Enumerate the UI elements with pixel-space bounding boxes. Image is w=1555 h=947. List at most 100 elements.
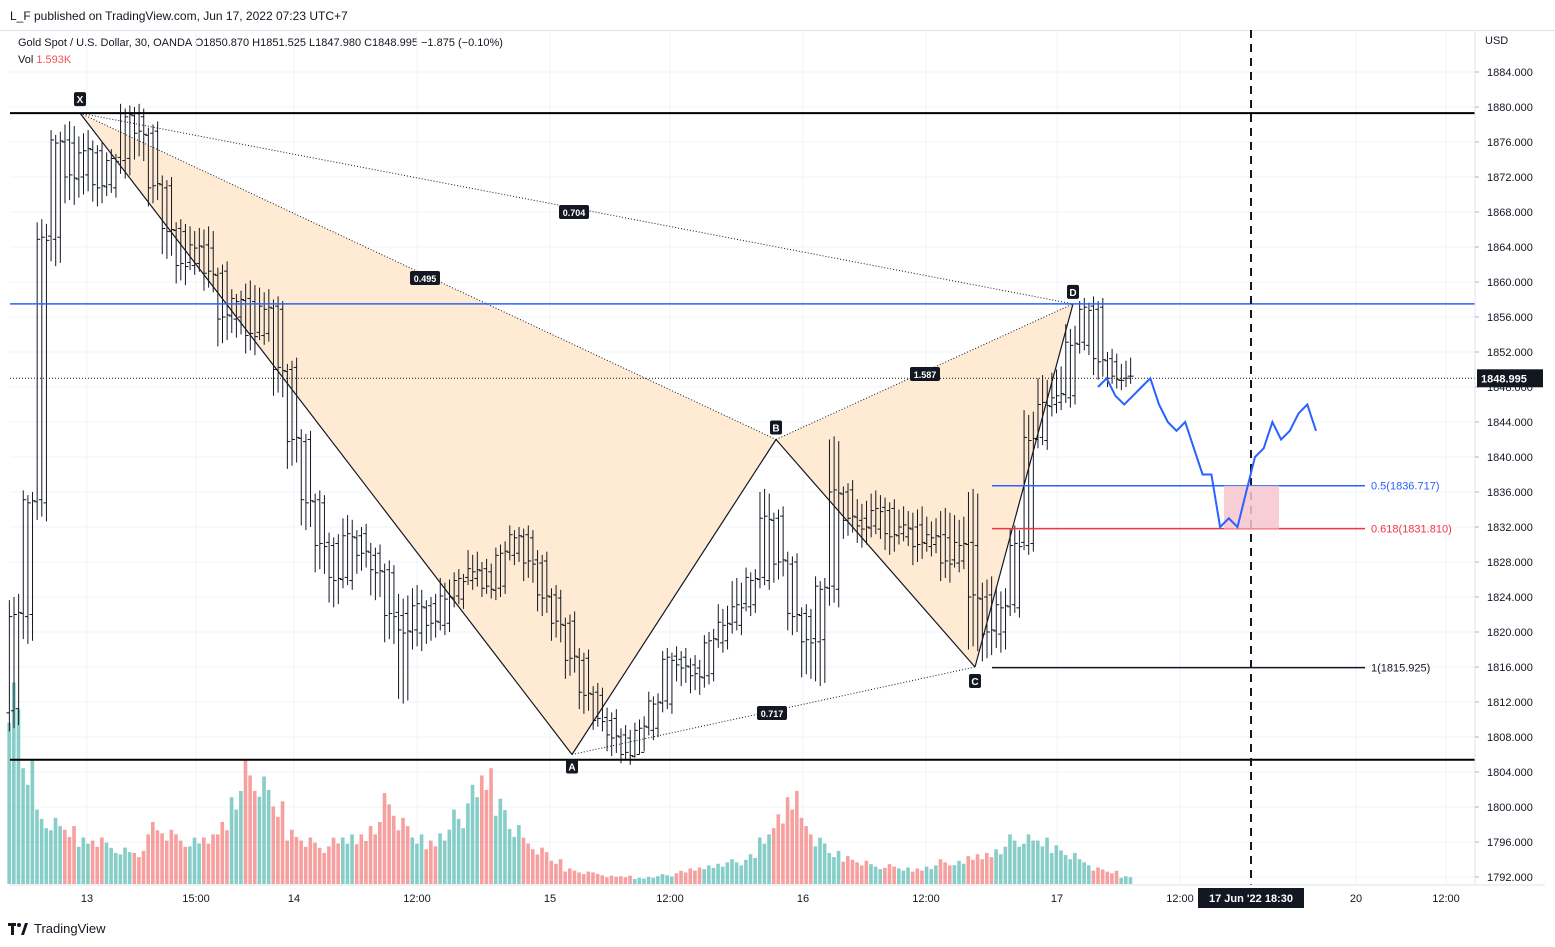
volume-bar [832,857,836,884]
volume-bar [391,815,396,884]
volume-bar [971,859,975,884]
volume-bar [906,867,910,884]
point-label: X [77,95,84,106]
volume-bar [146,834,150,884]
volume-bar [785,797,790,884]
volume-bar [1003,846,1008,884]
ratio-label: 0.704 [563,208,586,218]
volume-bar [308,837,313,884]
volume-bar [276,816,280,884]
volume-bar [771,828,776,884]
volume-label: Vol [18,54,34,66]
volume-bar [35,809,39,884]
volume-bar [285,840,289,884]
point-label: C [971,677,978,688]
y-tick-label: 1860.000 [1487,277,1533,289]
point-label: A [568,763,575,774]
volume-bar [21,768,25,884]
volume-bar [507,829,512,884]
volume-bar [938,859,943,884]
volume-bar [25,784,30,884]
volume-bar [725,862,730,884]
volume-bar [12,682,16,884]
volume-bar [864,860,869,884]
y-tick-label: 1812.000 [1487,697,1533,709]
ratio-badge [559,205,589,219]
volume-bar [934,865,938,884]
volume-bar [595,873,600,884]
volume-bar [530,849,535,884]
volume-bar [850,859,855,884]
volume-bar [660,874,665,884]
volume-bar [104,842,109,884]
volume-bar [53,817,58,884]
volume-bar [966,856,971,884]
volume-bar [702,869,706,884]
volume-bar [368,826,373,884]
volume-bar [336,843,340,884]
volume-value: 1.593K [36,54,72,66]
volume-bar [558,859,563,884]
volume-bar [280,801,285,884]
volume-bar [757,837,762,884]
volume-bar [734,862,739,884]
y-tick-label: 1800.000 [1487,802,1533,814]
pattern-leg [571,439,777,755]
volume-bar [155,830,160,884]
volume-bar [67,836,72,884]
y-tick-label: 1880.000 [1487,102,1533,114]
volume-bar [739,865,744,884]
volume-bar [132,852,137,884]
volume-bar [405,826,410,884]
volume-bar [1128,877,1133,884]
volume-bar [438,833,442,884]
volume-bar [58,826,62,884]
fib-levels[interactable]: 0.5(1836.717) 0.618(1831.810) 1(1815.925) [992,481,1452,675]
volume-bar [109,847,113,884]
x-tick-label: 17 [1051,893,1063,905]
volume-bar [683,872,688,884]
volume-bar [878,869,883,884]
volume-bar [776,814,781,884]
y-tick-label: 1872.000 [1487,172,1533,184]
volume-bar [915,868,920,884]
x-tick-label: 12:00 [403,893,431,905]
volume-bar [470,784,475,884]
volume-bar [197,843,201,884]
volume-bar [160,833,164,884]
volume-bar [998,854,1003,884]
volume-bar [294,836,299,884]
point-badge [969,674,981,688]
volume-bar [1110,873,1114,884]
symbol-legend[interactable]: Gold Spot / U.S. Dollar, 30, OANDA O1850… [18,35,503,69]
projection[interactable] [1097,376,1317,530]
volume-bar [433,846,438,884]
volume-bar [72,826,76,884]
last-price-badge [1477,369,1543,388]
volume-bar [873,866,878,884]
horizontal-lines[interactable] [10,30,1475,885]
point-badge [770,420,782,435]
pattern-leg [775,439,976,668]
volume-bar [669,876,674,884]
volume-bar [924,866,929,884]
volume-bar [813,846,818,884]
fib-label: 0.5(1836.717) [1371,481,1440,493]
price-axis[interactable]: USD 1884.000 1880.000 1876.000 1872.000 1868.… [10,30,1545,886]
volume-bar [248,775,252,884]
volume-bar [113,852,118,884]
volume-bar [535,854,540,884]
volume-bar [215,834,220,884]
time-axis[interactable]: 13 15:00 14 12:00 15 12:00 16 12:00 17 12:00 20 12:… [81,888,1460,908]
volume-bar [795,790,799,884]
pattern-ratio-line [775,303,1074,440]
volume-bar [475,797,479,884]
volume-bar [95,846,100,884]
point-badge [74,92,86,107]
volume-bar [188,846,192,884]
volume-bar [206,843,211,884]
volume-bar [637,877,642,884]
volume-bar [1091,870,1096,884]
volume-bar [901,870,906,884]
